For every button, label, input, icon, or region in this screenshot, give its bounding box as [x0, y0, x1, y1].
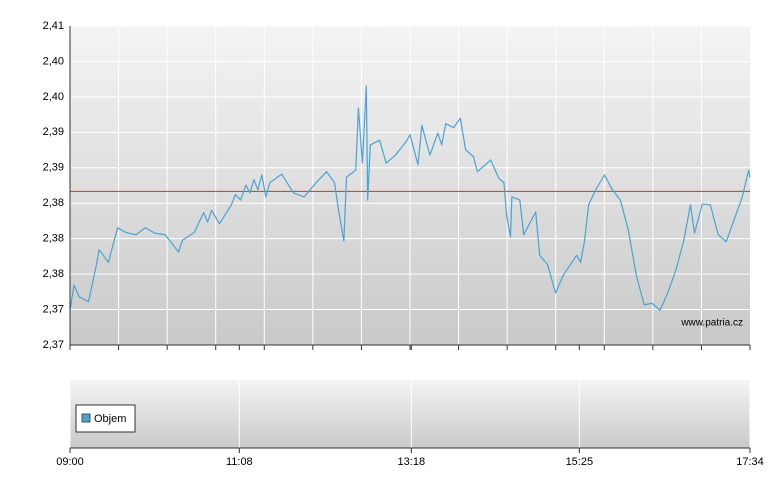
- legend-swatch: [81, 413, 91, 423]
- x-tick-label: 13:18: [398, 456, 426, 468]
- y-tick-label: 2,38: [43, 233, 64, 245]
- y-tick-label: 2,37: [43, 339, 64, 351]
- x-tick-label: 11:08: [226, 456, 253, 468]
- legend-label: Objem: [94, 413, 126, 425]
- y-tick-label: 2,41: [43, 20, 64, 32]
- y-tick-label: 2,40: [43, 91, 64, 103]
- x-tick-label: 09:00: [56, 456, 84, 468]
- y-tick-label: 2,37: [43, 303, 64, 315]
- y-tick-label: 2,38: [43, 197, 64, 209]
- x-tick-label: 17:34: [736, 456, 764, 468]
- watermark: www.patria.cz: [680, 318, 743, 329]
- y-tick-label: 2,39: [43, 126, 64, 138]
- y-tick-label: 2,39: [43, 162, 64, 174]
- y-tick-label: 2,40: [43, 55, 64, 67]
- price-line: [69, 85, 751, 311]
- volume-background: [70, 380, 750, 448]
- x-tick-label: 15:25: [566, 456, 594, 468]
- y-tick-label: 2,38: [43, 268, 64, 280]
